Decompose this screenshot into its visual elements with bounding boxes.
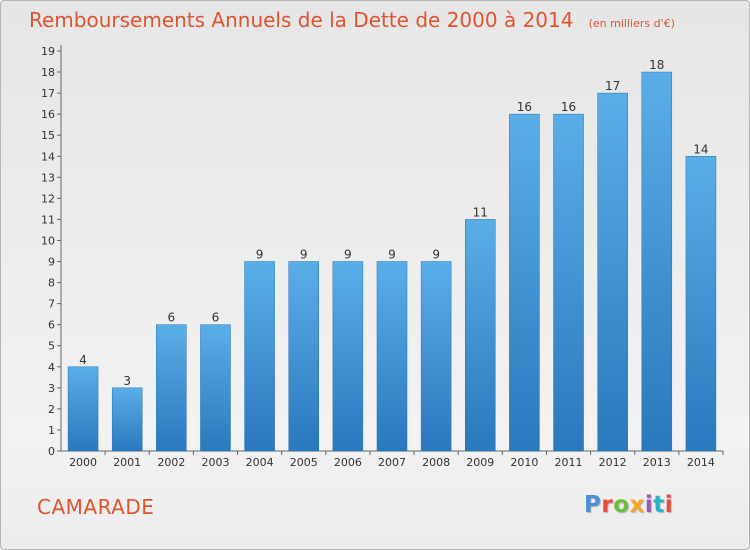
bar-value-label: 9 bbox=[344, 248, 352, 262]
bar-value-label: 9 bbox=[300, 248, 308, 262]
y-tick-label: 10 bbox=[41, 234, 55, 247]
bar bbox=[111, 387, 143, 452]
x-tick-label: 2005 bbox=[290, 456, 318, 469]
x-tick-label: 2012 bbox=[599, 456, 627, 469]
bar bbox=[465, 219, 496, 452]
bar-value-label: 18 bbox=[649, 58, 664, 72]
x-tick-label: 2008 bbox=[422, 456, 450, 469]
chart-title-main: Remboursements Annuels de la Dette de 20… bbox=[29, 8, 574, 32]
brand-logo-letter: t bbox=[653, 492, 665, 518]
bar-value-label: 16 bbox=[517, 100, 532, 114]
bar bbox=[244, 261, 275, 452]
place-name: CAMARADE bbox=[37, 495, 155, 519]
brand-logo-letter: r bbox=[601, 492, 614, 518]
bar-value-label: 9 bbox=[388, 248, 396, 262]
brand-logo-letter: i bbox=[664, 492, 674, 518]
brand-logo-letter: P bbox=[584, 492, 602, 518]
y-tick-label: 16 bbox=[41, 108, 55, 121]
y-tick-label: 17 bbox=[41, 87, 55, 100]
y-tick-label: 14 bbox=[41, 150, 55, 163]
y-tick-label: 19 bbox=[41, 45, 55, 58]
x-tick-label: 2014 bbox=[687, 456, 715, 469]
y-tick-label: 15 bbox=[41, 129, 55, 142]
x-tick-label: 2001 bbox=[113, 456, 141, 469]
x-tick-label: 2006 bbox=[334, 456, 362, 469]
bar-value-label: 6 bbox=[212, 311, 220, 325]
y-tick-label: 9 bbox=[48, 256, 55, 269]
x-tick-label: 2009 bbox=[466, 456, 494, 469]
y-tick-label: 11 bbox=[41, 213, 55, 226]
bar bbox=[376, 261, 408, 452]
bar bbox=[685, 156, 717, 452]
brand-logo-letter: i bbox=[644, 492, 654, 518]
x-tick-label: 2010 bbox=[510, 456, 538, 469]
x-tick-label: 2011 bbox=[555, 456, 583, 469]
bars bbox=[67, 71, 717, 452]
bar bbox=[420, 261, 452, 452]
x-tick-label: 2004 bbox=[246, 456, 274, 469]
bar-value-label: 6 bbox=[168, 311, 176, 325]
bar-value-label: 9 bbox=[432, 248, 440, 262]
data-labels: 4 3 6 6 9 9 9 9 9 11 16 16 17 18 14 bbox=[79, 58, 708, 388]
y-tick-label: 6 bbox=[48, 319, 55, 332]
bar-value-label: 4 bbox=[79, 353, 87, 367]
bar bbox=[156, 324, 187, 452]
y-tick-label: 5 bbox=[48, 340, 55, 353]
brand-logo-letter: x bbox=[629, 492, 645, 518]
x-tick-label: 2002 bbox=[157, 456, 185, 469]
y-tick-label: 2 bbox=[48, 403, 55, 416]
y-tick-label: 4 bbox=[48, 361, 55, 374]
bar-value-label: 17 bbox=[605, 79, 620, 93]
y-tick-label: 18 bbox=[41, 66, 55, 79]
x-tick-label: 2007 bbox=[378, 456, 406, 469]
y-tick-label: 8 bbox=[48, 277, 55, 290]
bar-value-label: 14 bbox=[693, 142, 708, 156]
y-tick-label: 13 bbox=[41, 171, 55, 184]
y-tick-label: 0 bbox=[48, 445, 55, 458]
x-tick-label: 2000 bbox=[69, 456, 97, 469]
bar-value-label: 3 bbox=[123, 374, 131, 388]
brand-logo: Proxiti bbox=[584, 492, 673, 518]
x-tick-label: 2003 bbox=[201, 456, 229, 469]
brand-logo-letter: o bbox=[613, 492, 630, 518]
x-tick-label: 2013 bbox=[643, 456, 671, 469]
bar bbox=[67, 366, 99, 452]
bar-value-label: 9 bbox=[256, 248, 264, 262]
bar bbox=[509, 113, 540, 452]
chart-title: Remboursements Annuels de la Dette de 20… bbox=[29, 8, 675, 32]
chart-subtitle: (en milliers d'€) bbox=[588, 17, 675, 30]
y-tick-label: 3 bbox=[48, 382, 55, 395]
y-tick-label: 12 bbox=[41, 192, 55, 205]
y-tick-label: 1 bbox=[48, 424, 55, 437]
bar bbox=[553, 113, 584, 452]
bar bbox=[641, 71, 673, 452]
bar bbox=[288, 261, 319, 452]
bar-value-label: 16 bbox=[561, 100, 576, 114]
bar bbox=[597, 92, 628, 452]
bar-value-label: 11 bbox=[473, 205, 488, 219]
y-tick-label: 7 bbox=[48, 298, 55, 311]
bar bbox=[200, 324, 231, 452]
bar bbox=[332, 261, 364, 452]
